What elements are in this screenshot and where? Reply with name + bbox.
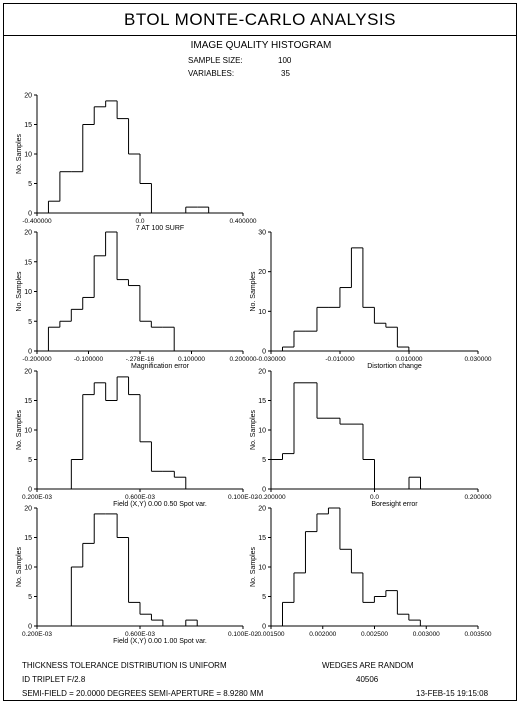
x-tick-label: 0.003500 bbox=[464, 631, 491, 638]
y-tick-label: 15 bbox=[258, 535, 266, 542]
x-axis-label: 7 AT 100 SURF bbox=[136, 225, 184, 232]
x-tick-label: 0.600E-03 bbox=[125, 494, 155, 501]
y-tick-label: 10 bbox=[258, 428, 266, 435]
y-axis-label: No. Samples bbox=[250, 546, 257, 587]
y-axis-label: No. Samples bbox=[16, 133, 23, 174]
report-frame: BTOL MONTE-CARLO ANALYSIS bbox=[3, 3, 517, 701]
design-code: 40506 bbox=[356, 675, 379, 684]
y-tick-label: 30 bbox=[258, 230, 266, 237]
x-tick-label: 0.100000 bbox=[178, 356, 205, 363]
x-axis-label: Field (X,Y) 0.00 1.00 Spot var. bbox=[113, 638, 207, 645]
x-tick-label: 0.600E-03 bbox=[125, 631, 155, 638]
y-tick-label: 10 bbox=[24, 289, 32, 296]
y-tick-label: 0 bbox=[28, 487, 32, 494]
y-tick-label: 15 bbox=[24, 259, 32, 266]
x-tick-label: 0.030000 bbox=[464, 356, 491, 363]
y-tick-label: 5 bbox=[262, 594, 266, 601]
y-tick-label: 10 bbox=[24, 428, 32, 435]
x-tick-label: 0.100E-02 bbox=[228, 631, 258, 638]
y-tick-label: 0 bbox=[28, 349, 32, 356]
field-info: SEMI-FIELD = 20.0000 DEGREES SEMI-APERTU… bbox=[22, 689, 264, 698]
y-tick-label: 20 bbox=[24, 230, 32, 237]
y-tick-label: 10 bbox=[258, 309, 266, 316]
x-tick-label: -0.400000 bbox=[22, 218, 52, 225]
y-tick-label: 0 bbox=[262, 624, 266, 631]
x-tick-label: 0.0 bbox=[135, 218, 144, 225]
histogram-chart-4: 0 5 10 15 20 No. Samples 0.200E-03 0.600E-03 0.1… bbox=[16, 369, 258, 509]
histogram-chart-3: 0 10 20 30 No. Samples -0.030000 -0.010000 0.01… bbox=[250, 230, 492, 371]
y-tick-label: 0 bbox=[28, 211, 32, 218]
report-title: BTOL MONTE-CARLO ANALYSIS bbox=[4, 4, 516, 36]
x-axis-label: Magnification error bbox=[131, 363, 190, 370]
y-tick-label: 5 bbox=[28, 319, 32, 326]
x-tick-label: -0.200000 bbox=[256, 494, 286, 501]
y-tick-label: 15 bbox=[24, 398, 32, 405]
x-axis-label: Distortion change bbox=[367, 363, 422, 370]
y-tick-label: 20 bbox=[258, 506, 266, 513]
sample-size-label: SAMPLE SIZE: bbox=[188, 56, 243, 65]
y-tick-label: 10 bbox=[258, 565, 266, 572]
y-tick-label: 20 bbox=[24, 93, 32, 100]
x-tick-label: 0.001500 bbox=[257, 631, 284, 638]
y-tick-label: 0 bbox=[262, 487, 266, 494]
y-tick-label: 0 bbox=[262, 349, 266, 356]
x-tick-label: 0.003000 bbox=[413, 631, 440, 638]
y-tick-label: 15 bbox=[258, 398, 266, 405]
wedges-note: WEDGES ARE RANDOM bbox=[322, 661, 414, 670]
x-axis-label: Boresight error bbox=[371, 501, 418, 508]
histogram-chart-5: 0 5 10 15 20 No. Samples -0.200000 0.0 0.200000 B… bbox=[250, 369, 492, 509]
x-axis-label: Field (X,Y) 0.00 0.50 Spot var. bbox=[113, 501, 207, 508]
y-tick-label: 0 bbox=[28, 624, 32, 631]
y-tick-label: 5 bbox=[28, 457, 32, 464]
x-tick-label: -.278E-16 bbox=[126, 356, 155, 363]
variables-label: VARIABLES: bbox=[188, 69, 235, 78]
y-axis-label: No. Samples bbox=[250, 409, 257, 450]
histogram-chart-1: 0 5 10 15 20 No. Samples -0.400000 0.0 0.400000 7… bbox=[16, 93, 257, 233]
sample-size-value: 100 bbox=[278, 56, 292, 65]
report-subtitle: IMAGE QUALITY HISTOGRAM bbox=[190, 40, 332, 51]
y-tick-label: 5 bbox=[28, 181, 32, 188]
y-tick-label: 15 bbox=[24, 122, 32, 129]
x-tick-label: 0.0 bbox=[370, 494, 379, 501]
thickness-note: THICKNESS TOLERANCE DISTRIBUTION IS UNIF… bbox=[22, 661, 227, 670]
y-axis-label: No. Samples bbox=[16, 409, 23, 450]
x-tick-label: 0.002500 bbox=[361, 631, 388, 638]
y-tick-label: 20 bbox=[24, 506, 32, 513]
x-tick-label: 0.002000 bbox=[309, 631, 336, 638]
y-axis-label: No. Samples bbox=[250, 271, 257, 312]
x-tick-label: 0.200000 bbox=[464, 494, 491, 501]
y-axis-label: No. Samples bbox=[16, 271, 23, 312]
y-tick-label: 10 bbox=[24, 152, 32, 159]
x-tick-label: -0.200000 bbox=[22, 356, 52, 363]
y-tick-label: 15 bbox=[24, 535, 32, 542]
histogram-chart-2: 0 5 10 15 20 No. Samples -0.200000 -0.100000 -.2… bbox=[16, 230, 257, 371]
x-tick-label: 0.400000 bbox=[229, 218, 256, 225]
x-tick-label: -0.030000 bbox=[256, 356, 286, 363]
y-tick-label: 10 bbox=[24, 565, 32, 572]
x-tick-label: 0.010000 bbox=[395, 356, 422, 363]
lens-id: ID TRIPLET F/2.8 bbox=[22, 675, 86, 684]
y-tick-label: 20 bbox=[258, 269, 266, 276]
y-tick-label: 5 bbox=[28, 594, 32, 601]
x-tick-label: -0.100000 bbox=[74, 356, 104, 363]
x-tick-label: 0.200E-03 bbox=[22, 631, 52, 638]
x-tick-label: 0.200E-03 bbox=[22, 494, 52, 501]
y-tick-label: 20 bbox=[258, 369, 266, 376]
histogram-chart-6: 0 5 10 15 20 No. Samples 0.200E-03 0.600E-03 0.1… bbox=[16, 506, 258, 646]
timestamp: 13-FEB-15 19:15:08 bbox=[416, 689, 489, 698]
variables-value: 35 bbox=[281, 69, 290, 78]
histogram-chart-7: 0 5 10 15 20 No. Samples 0.001500 0.002000 0.002… bbox=[250, 506, 492, 639]
x-tick-label: -0.010000 bbox=[325, 356, 355, 363]
x-tick-label: 0.200000 bbox=[229, 356, 256, 363]
y-tick-label: 5 bbox=[262, 457, 266, 464]
y-tick-label: 20 bbox=[24, 369, 32, 376]
x-tick-label: 0.100E-02 bbox=[228, 494, 258, 501]
y-axis-label: No. Samples bbox=[16, 546, 23, 587]
